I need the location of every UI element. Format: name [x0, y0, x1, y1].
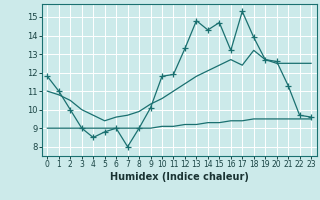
X-axis label: Humidex (Indice chaleur): Humidex (Indice chaleur) — [110, 172, 249, 182]
